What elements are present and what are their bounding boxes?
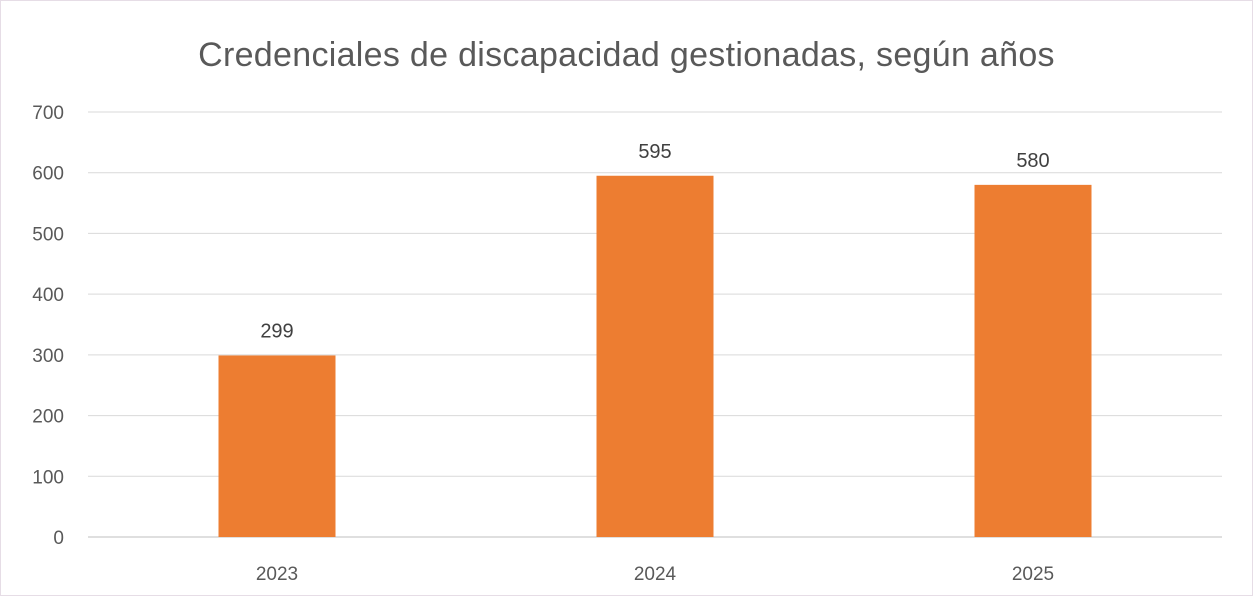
chart-title: Credenciales de discapacidad gestionadas… [198,36,1055,74]
bar-2024 [596,175,714,537]
data-label-2025: 580 [1016,150,1049,172]
y-tick-label: 700 [32,103,64,124]
bar-2023 [218,355,336,537]
x-tick-label-2023: 2023 [256,564,298,585]
y-tick-label: 500 [32,224,64,245]
x-axis-tick-labels: 2023 2024 2025 [256,564,1054,585]
y-tick-label: 600 [32,164,64,185]
bar-2025 [974,184,1092,537]
y-tick-label: 100 [32,467,64,488]
y-tick-label: 0 [53,528,64,549]
x-tick-label-2025: 2025 [1012,564,1054,585]
y-tick-label: 300 [32,346,64,367]
y-tick-label: 400 [32,285,64,306]
y-axis-tick-labels: 0 100 200 300 400 500 600 700 [32,103,64,549]
data-label-2024: 595 [638,141,671,163]
x-tick-label-2024: 2024 [634,564,677,585]
data-labels: 299 595 580 [260,141,1049,343]
bars [218,175,1092,537]
y-tick-label: 200 [32,407,64,428]
data-label-2023: 299 [260,320,293,342]
